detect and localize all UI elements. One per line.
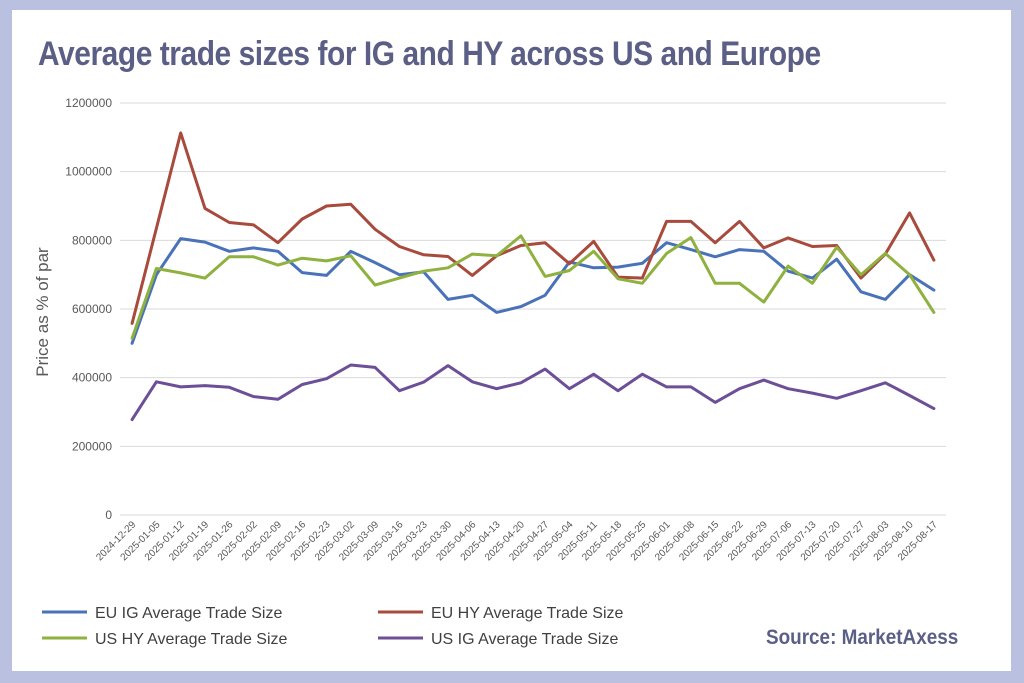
y-tick-label: 1200000 [65,96,112,110]
chart-card [12,10,1011,671]
y-tick-label: 0 [105,508,112,522]
legend-label: US HY Average Trade Size [95,631,288,648]
y-tick-label: 800000 [72,233,112,247]
series-line-2 [130,131,936,325]
y-tick-label: 400000 [72,371,112,385]
legend-label: US IG Average Trade Size [431,631,618,648]
y-tick-label: 200000 [72,439,112,453]
legend-label: EU IG Average Trade Size [95,605,282,622]
y-tick-labels: 0 200000 400000 600000 800000 1000000 1200000 [65,96,112,522]
y-axis-label: Price as % of par [33,247,52,377]
gridlines [120,102,946,516]
legend-label: EU HY Average Trade Size [431,605,624,622]
series-line-4 [130,363,936,422]
series-lines [130,131,936,422]
source-credit: Source: MarketAxess [766,626,959,649]
chart-title: Average trade sizes for IG and HY across… [38,35,821,73]
y-tick-label: 600000 [72,302,112,316]
series-line-3 [130,234,936,340]
y-tick-label: 1000000 [65,165,112,179]
legend: EU IG Average Trade Size EU HY Average Tr… [42,605,624,648]
x-tick-labels: 2024-12-292025-01-052025-01-122025-01-19… [94,519,940,563]
